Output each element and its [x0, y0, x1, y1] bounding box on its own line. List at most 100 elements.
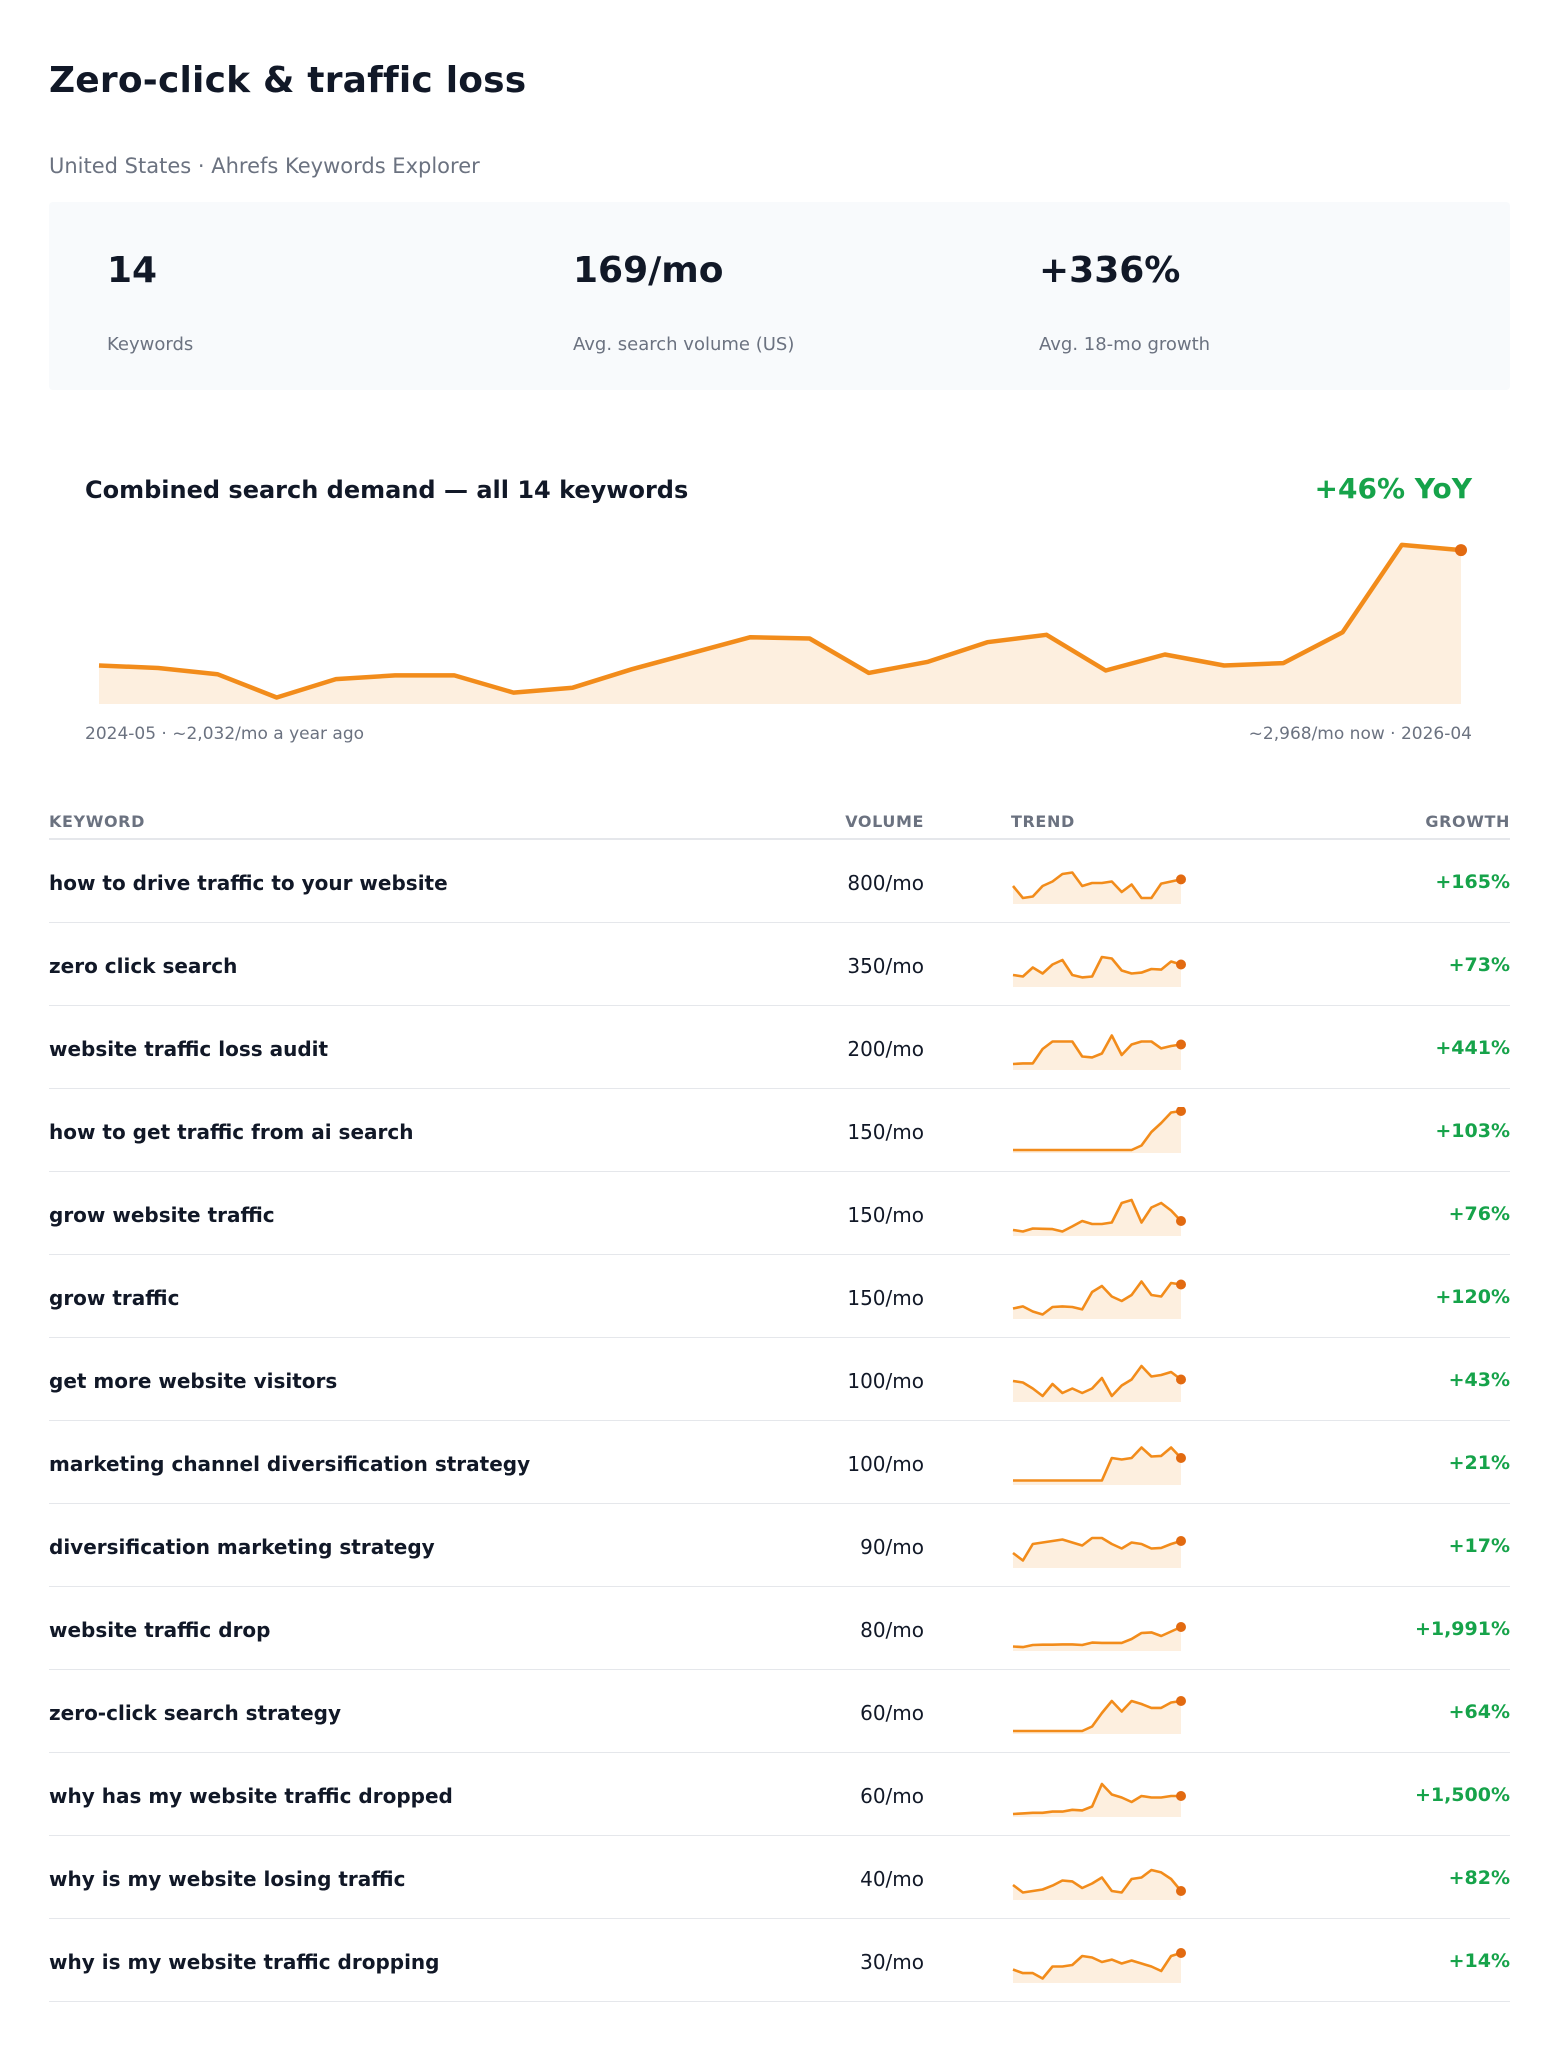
- column-header-volume[interactable]: VOLUME: [845, 812, 924, 831]
- growth-cell: +82%: [1448, 1867, 1510, 1889]
- sparkline-endpoint: [1176, 1886, 1186, 1896]
- keyword-cell[interactable]: diversification marketing strategy: [49, 1535, 435, 1559]
- demand-line: [98, 542, 1462, 700]
- trend-sparkline: [1012, 1622, 1186, 1651]
- sparkline-endpoint: [1176, 1279, 1186, 1290]
- keyword-cell[interactable]: website traffic loss audit: [49, 1037, 329, 1061]
- table-header: KEYWORD VOLUME TREND GROWTH: [49, 810, 1510, 840]
- table-row[interactable]: diversification marketing strategy 90/mo +…: [49, 1504, 1510, 1587]
- volume-cell: 40/mo: [860, 1867, 924, 1891]
- keywords-table: KEYWORD VOLUME TREND GROWTH how to drive…: [49, 810, 1510, 2002]
- trend-sparkline: [1012, 1868, 1186, 1900]
- keyword-cell[interactable]: website traffic drop: [49, 1618, 271, 1642]
- table-row[interactable]: how to get traffic from ai search 150/mo +…: [49, 1089, 1510, 1172]
- growth-cell: +76%: [1448, 1203, 1510, 1225]
- table-row[interactable]: zero click search 350/mo +73%: [49, 923, 1510, 1006]
- table-row[interactable]: get more website visitors 100/mo +43%: [49, 1338, 1510, 1421]
- keyword-cell[interactable]: grow website traffic: [49, 1203, 275, 1227]
- sparkline-endpoint: [1176, 1622, 1186, 1632]
- growth-cell: +21%: [1448, 1452, 1510, 1474]
- growth-cell: +17%: [1448, 1535, 1510, 1557]
- table-row[interactable]: why is my website traffic dropping 30/mo +…: [49, 1919, 1510, 2002]
- sparkline-line: [1012, 1198, 1182, 1233]
- volume-cell: 80/mo: [860, 1618, 924, 1642]
- keyword-cell[interactable]: grow traffic: [49, 1286, 180, 1310]
- growth-cell: +1,500%: [1414, 1784, 1510, 1806]
- stat-label: Keywords: [107, 334, 194, 355]
- sparkline-line: [1012, 1868, 1183, 1894]
- volume-cell: 800/mo: [847, 871, 924, 895]
- sparkline-endpoint: [1176, 1374, 1186, 1385]
- column-header-keyword[interactable]: KEYWORD: [49, 812, 145, 831]
- table-row[interactable]: zero-click search strategy 60/mo +64%: [49, 1670, 1510, 1753]
- sparkline-endpoint: [1176, 874, 1186, 885]
- growth-cell: +64%: [1448, 1701, 1510, 1723]
- sparkline-endpoint: [1176, 1791, 1186, 1801]
- keyword-cell[interactable]: why has my website traffic dropped: [49, 1784, 453, 1808]
- table-row[interactable]: marketing channel diversification strate…: [49, 1421, 1510, 1504]
- sparkline-area: [1013, 1035, 1181, 1070]
- sparkline-area: [1013, 1111, 1181, 1153]
- trend-yoy-badge: +46% YoY: [1314, 472, 1472, 505]
- sparkline-line: [1012, 1536, 1182, 1562]
- stat-value: 14: [107, 250, 158, 291]
- keyword-cell[interactable]: why is my website losing traffic: [49, 1867, 406, 1891]
- page-title: Zero-click & traffic loss: [49, 60, 527, 101]
- sparkline-line: [1011, 871, 1182, 900]
- trend-caption-end: ~2,968/mo now · 2026-04: [1248, 724, 1472, 744]
- sparkline-endpoint: [1176, 1696, 1186, 1706]
- trend-title: Combined search demand — all 14 keywords: [85, 476, 689, 504]
- sparkline-line: [1012, 1280, 1182, 1316]
- keyword-cell[interactable]: why is my website traffic dropping: [49, 1950, 440, 1974]
- trend-sparkline: [1012, 955, 1186, 987]
- growth-cell: +165%: [1435, 871, 1510, 893]
- growth-cell: +43%: [1448, 1369, 1510, 1391]
- sparkline-line: [1012, 1364, 1182, 1398]
- trend-sparkline: [1012, 1198, 1186, 1236]
- table-row[interactable]: grow website traffic 150/mo +76%: [49, 1172, 1510, 1255]
- table-row[interactable]: website traffic drop 80/mo +1,991%: [49, 1587, 1510, 1670]
- sparkline-line: [1013, 1109, 1182, 1152]
- sparkline-line: [1013, 1446, 1182, 1482]
- keyword-cell[interactable]: get more website visitors: [49, 1369, 338, 1393]
- volume-cell: 350/mo: [847, 954, 924, 978]
- volume-cell: 150/mo: [847, 1120, 924, 1144]
- table-row[interactable]: grow traffic 150/mo +120%: [49, 1255, 1510, 1338]
- volume-cell: 100/mo: [847, 1452, 924, 1476]
- table-row[interactable]: how to drive traffic to your website 800/…: [49, 840, 1510, 923]
- sparkline-endpoint: [1176, 1453, 1186, 1463]
- stat-value: +336%: [1039, 250, 1181, 291]
- trend-sparkline: [1012, 1279, 1186, 1319]
- trend-sparkline: [1012, 1364, 1186, 1402]
- table-body: how to drive traffic to your website 800/…: [49, 840, 1510, 2002]
- keyword-cell[interactable]: how to get traffic from ai search: [49, 1120, 414, 1144]
- table-row[interactable]: why is my website losing traffic 40/mo +82…: [49, 1836, 1510, 1919]
- trend-sparkline: [1012, 1948, 1186, 1983]
- column-header-growth[interactable]: GROWTH: [1425, 812, 1510, 831]
- sparkline-endpoint: [1176, 1536, 1186, 1546]
- growth-cell: +441%: [1435, 1037, 1510, 1059]
- growth-cell: +1,991%: [1414, 1618, 1510, 1640]
- volume-cell: 100/mo: [847, 1369, 924, 1393]
- keyword-cell[interactable]: how to drive traffic to your website: [49, 871, 448, 895]
- table-row[interactable]: website traffic loss audit 200/mo +441%: [49, 1006, 1510, 1089]
- column-header-trend: TREND: [1011, 812, 1075, 831]
- sparkline-area: [1013, 1870, 1181, 1900]
- sparkline-area: [1013, 1784, 1181, 1817]
- sparkline-endpoint: [1176, 1039, 1186, 1050]
- growth-cell: +73%: [1448, 954, 1510, 976]
- volume-cell: 90/mo: [860, 1535, 924, 1559]
- keyword-cell[interactable]: marketing channel diversification strate…: [49, 1452, 531, 1476]
- keyword-cell[interactable]: zero-click search strategy: [49, 1701, 341, 1725]
- volume-cell: 150/mo: [847, 1286, 924, 1310]
- sparkline-line: [1012, 1034, 1182, 1066]
- trend-sparkline: [1011, 871, 1186, 904]
- sparkline-line: [1012, 955, 1182, 979]
- table-row[interactable]: why has my website traffic dropped 60/mo +…: [49, 1753, 1510, 1836]
- sparkline-line: [1012, 1951, 1182, 1980]
- sparkline-area: [1013, 1701, 1181, 1734]
- sparkline-line: [1012, 1782, 1181, 1816]
- trend-sparkline: [1013, 1696, 1186, 1734]
- volume-cell: 60/mo: [860, 1701, 924, 1725]
- keyword-cell[interactable]: zero click search: [49, 954, 238, 978]
